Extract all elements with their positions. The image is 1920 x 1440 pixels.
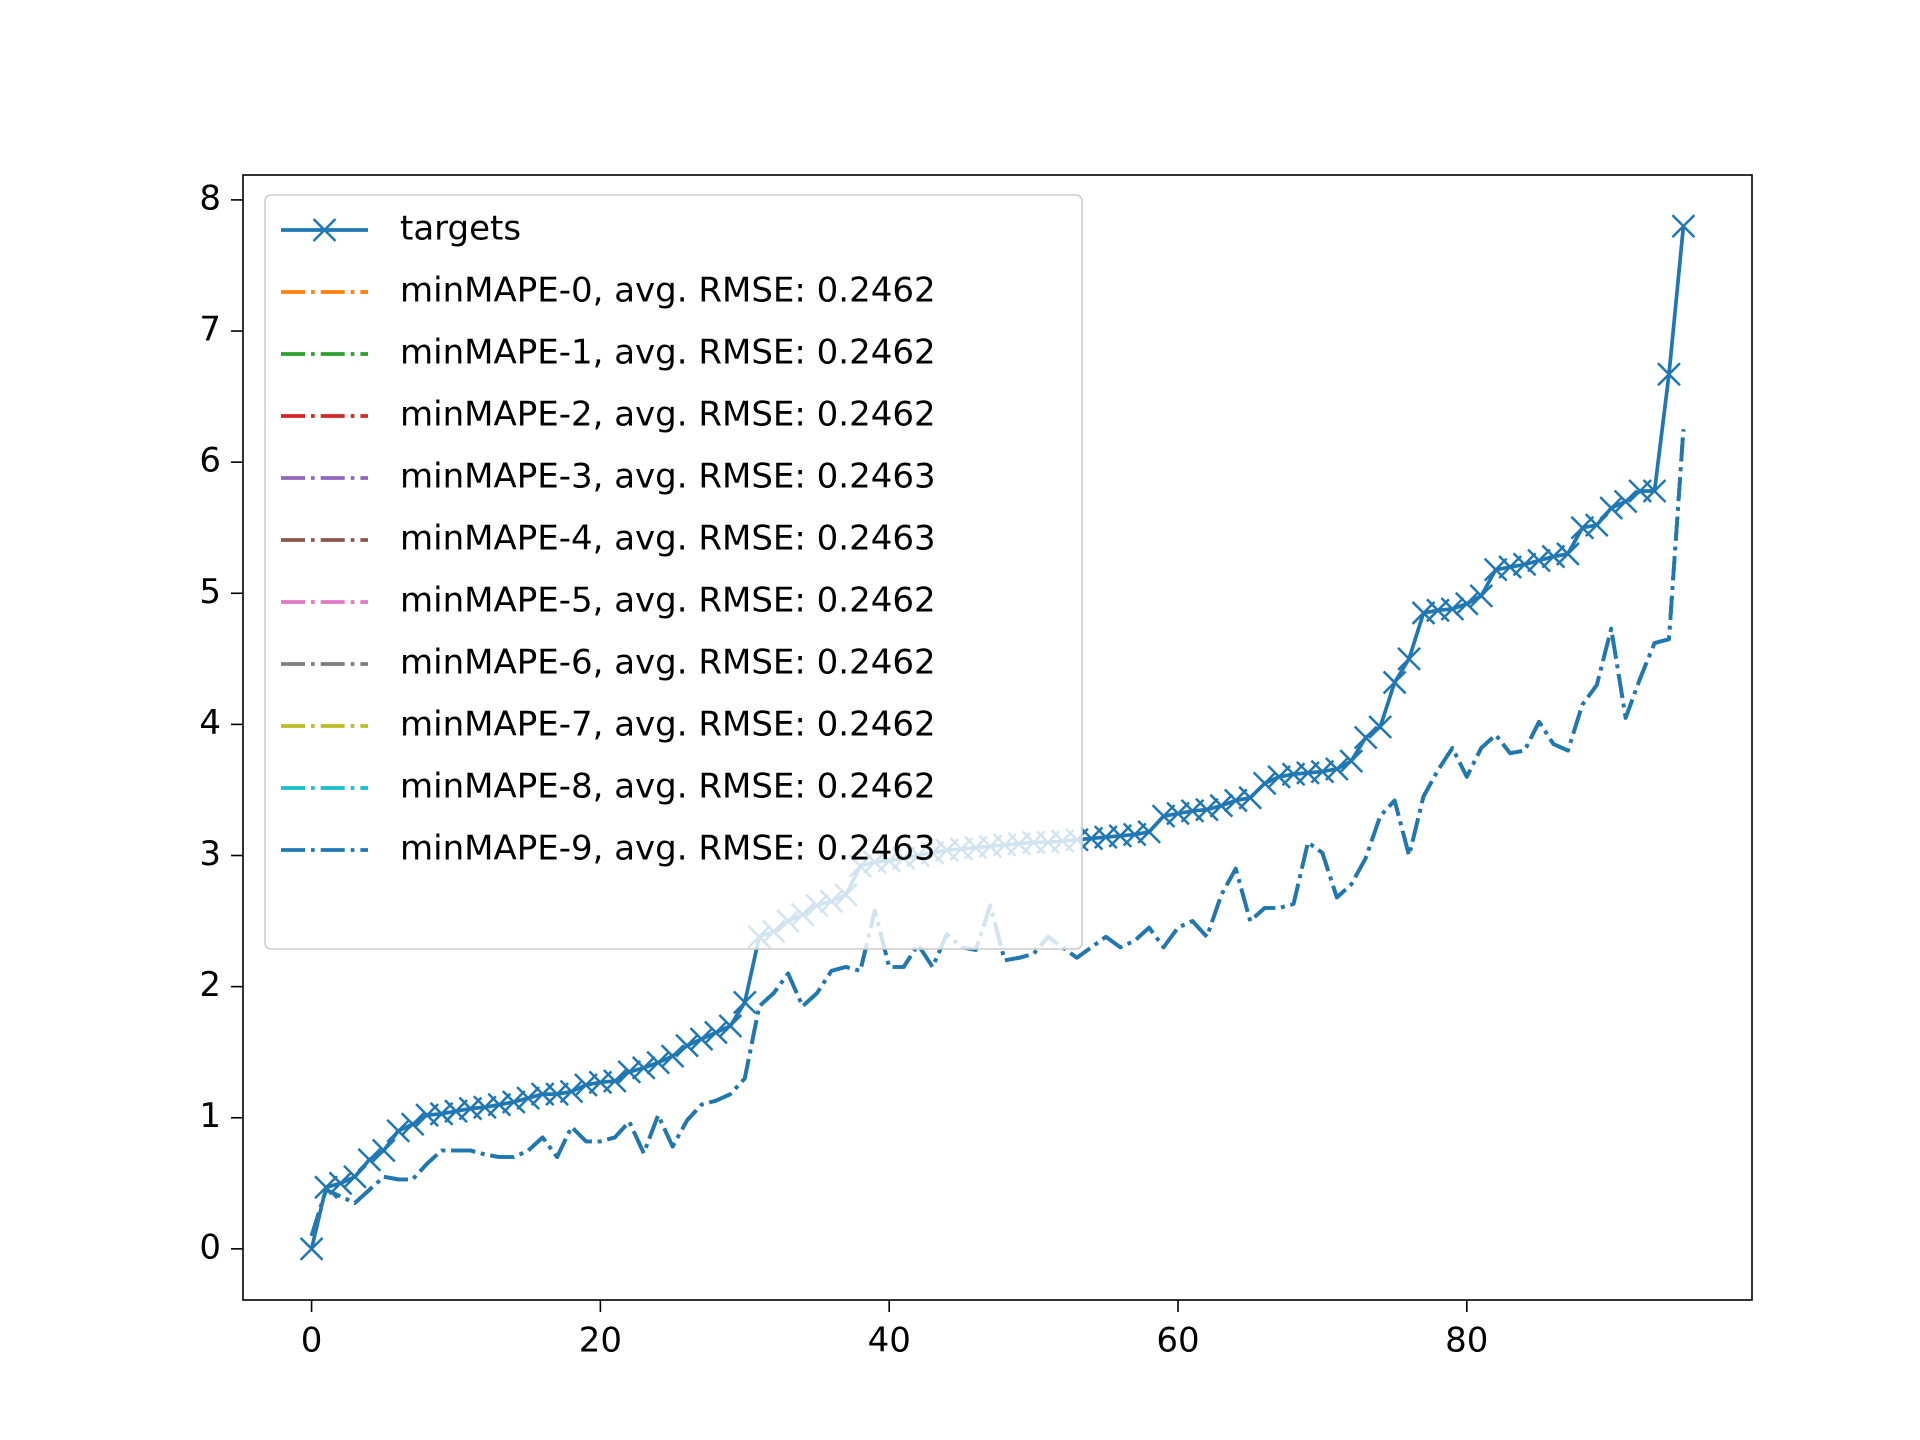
axes-frame [242,174,1753,1301]
legend-label: minMAPE-4, avg. RMSE: 0.2463 [400,519,936,559]
x-tick-label: 0 [301,1321,323,1361]
legend-label: minMAPE-9, avg. RMSE: 0.2463 [400,829,936,869]
legend-box [264,194,1083,950]
marker [1599,496,1624,520]
x-tick-label: 20 [579,1321,622,1361]
marker [602,1069,627,1093]
marker [1527,548,1551,573]
y-tick-label: 5 [199,572,221,612]
y-tick-label: 1 [199,1096,221,1136]
marker [718,1014,743,1038]
y-tick-label: 0 [199,1227,221,1267]
y-tick-label: 6 [199,441,221,481]
marker [1671,214,1696,239]
marker [1209,793,1234,818]
marker [617,1059,642,1084]
legend-label: minMAPE-5, avg. RMSE: 0.2462 [400,581,936,621]
legend-label: targets [400,209,521,249]
legend-label: minMAPE-6, avg. RMSE: 0.2462 [400,643,936,683]
legend-label: minMAPE-0, avg. RMSE: 0.2462 [400,271,936,311]
marker [1469,584,1494,608]
y-tick-label: 4 [199,703,221,743]
marker [1223,788,1248,813]
marker [559,1079,584,1104]
marker [1339,749,1364,773]
marker [631,1056,656,1080]
marker [1613,489,1638,514]
marker [1570,515,1595,540]
marker [1166,801,1190,826]
marker [1397,646,1421,671]
marker [472,1095,497,1120]
y-tick-label: 3 [199,834,221,874]
marker [1512,552,1537,577]
marker [328,1171,353,1196]
marker [516,1086,541,1110]
marker [343,1164,367,1189]
marker [1556,542,1580,566]
legend-marker [312,218,337,242]
marker [1353,725,1378,750]
marker [386,1118,411,1143]
legend: targets minMAPE-0, avg. RMSE: 0.2462 minMA… [264,194,1083,950]
marker [545,1082,569,1107]
marker [1122,822,1147,847]
marker [1368,715,1393,739]
marker [371,1138,396,1163]
x-tick-label: 80 [1445,1321,1488,1361]
marker [1382,670,1407,695]
x-tick-label: 60 [1156,1321,1199,1361]
legend-label: minMAPE-7, avg. RMSE: 0.2462 [400,705,936,745]
legend-label: minMAPE-3, avg. RMSE: 0.2463 [400,457,936,497]
legend-label: minMAPE-2, avg. RMSE: 0.2462 [400,395,936,435]
y-tick-label: 8 [199,178,221,218]
marker [1411,601,1436,625]
y-tick-label: 7 [199,310,221,350]
marker [487,1092,512,1117]
marker [429,1101,454,1126]
marker [1657,362,1681,387]
marker [689,1027,714,1051]
marker [1151,804,1176,829]
marker [660,1044,685,1069]
marker [1440,597,1465,621]
marker [1252,771,1277,796]
marker [357,1147,382,1172]
marker [1310,759,1335,784]
marker [732,990,757,1015]
marker [1498,555,1523,579]
marker [1642,479,1667,503]
x-tick-label: 40 [868,1321,911,1361]
legend-label: minMAPE-1, avg. RMSE: 0.2462 [400,333,936,373]
marker [1324,757,1349,781]
marker [1267,764,1291,789]
marker [501,1090,526,1114]
marker [444,1099,468,1124]
marker [1584,513,1609,537]
marker [400,1112,425,1137]
legend-label: minMAPE-8, avg. RMSE: 0.2462 [400,767,936,807]
marker [574,1073,598,1097]
marker [675,1033,699,1058]
marker [1541,544,1566,569]
marker [704,1020,728,1045]
marker [299,1236,324,1261]
marker [1194,797,1219,822]
marker [1454,591,1479,616]
y-tick-label: 2 [199,965,221,1005]
marker [1483,557,1508,582]
marker [646,1050,671,1075]
